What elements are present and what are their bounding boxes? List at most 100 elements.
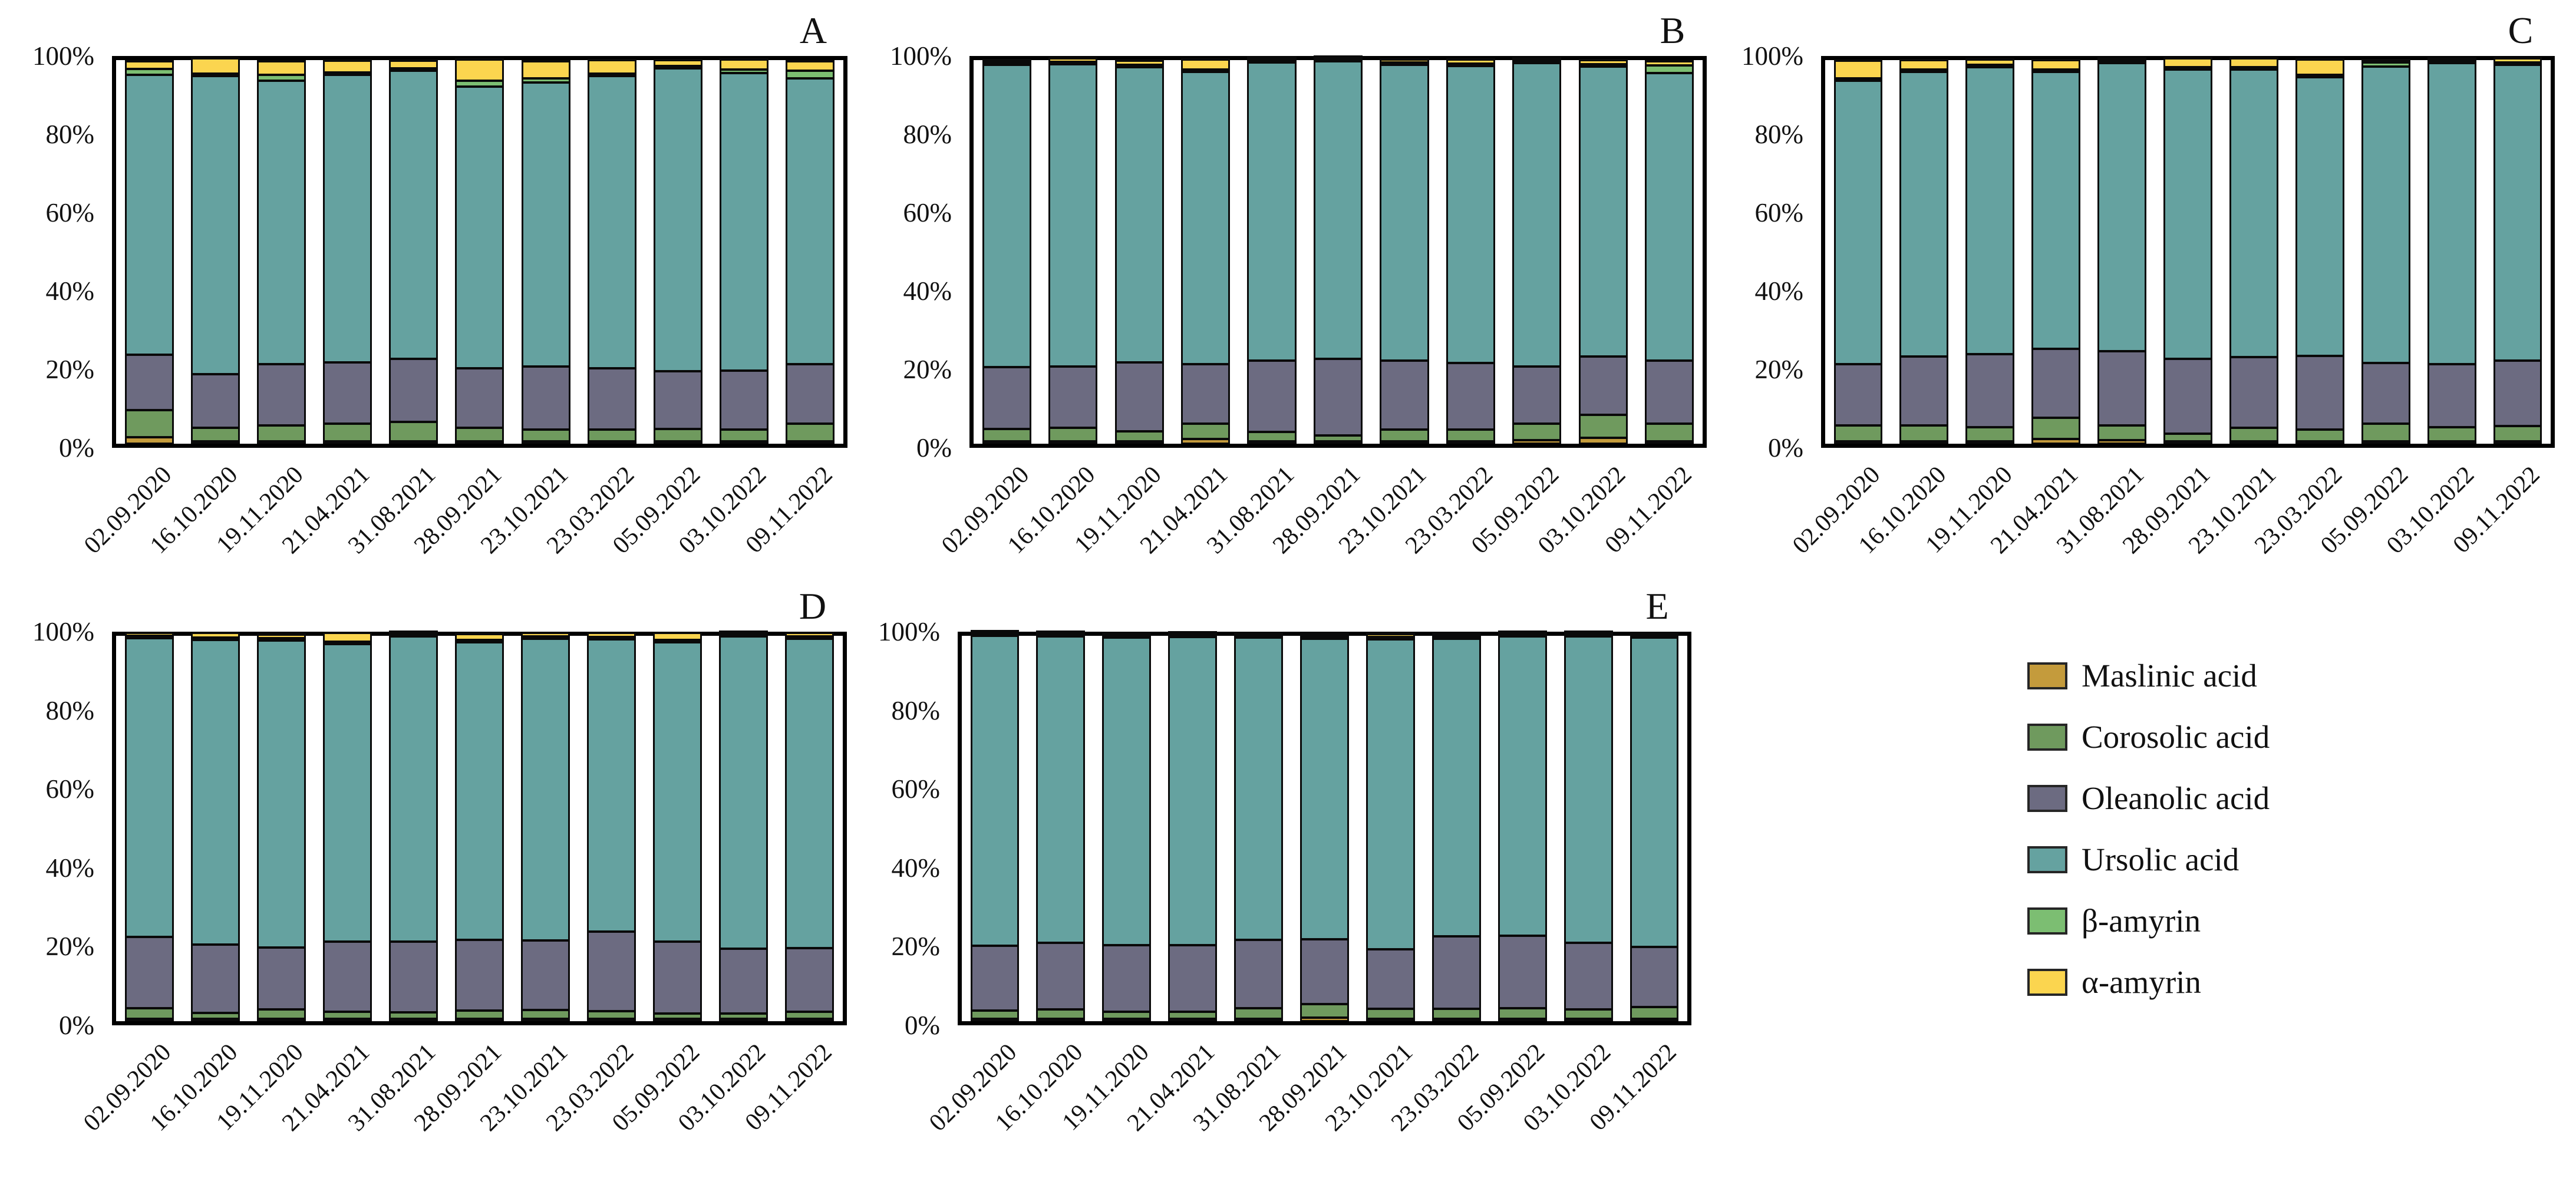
bar-segment-corosolic-acid — [719, 1012, 768, 1018]
bar-segment-corosolic-acid — [2361, 422, 2410, 440]
bar-segment-maslinic-acid — [1965, 440, 2015, 444]
x-axis-date-label: 21.04.2021 — [277, 461, 375, 559]
stacked-bar — [1313, 55, 1363, 444]
bar-segment-maslinic-acid — [1247, 440, 1297, 444]
bar-segment-beta-amyrin — [1965, 64, 2015, 67]
bar-segment-beta-amyrin — [1380, 61, 1429, 64]
bar-segment-ursolic-acid — [455, 85, 504, 368]
bar-segment-maslinic-acid — [970, 1018, 1020, 1021]
bar-segment-beta-amyrin — [190, 636, 240, 639]
bar-segment-oleanolic-acid — [1899, 355, 1949, 425]
bar-segment-ursolic-acid — [1180, 70, 1231, 364]
bar-segment-oleanolic-acid — [1234, 938, 1283, 1008]
bar-segment-beta-amyrin — [2229, 66, 2278, 69]
bar-segment-alpha-amyrin — [2031, 59, 2081, 69]
x-axis-date-label: 02.09.2020 — [924, 1038, 1023, 1137]
bar-segment-beta-amyrin — [587, 72, 636, 75]
bar-segment-maslinic-acid — [1380, 440, 1429, 444]
bar-segment-oleanolic-acid — [1965, 353, 2015, 426]
y-axis-tick-label: 0% — [905, 1011, 940, 1040]
bar-segment-corosolic-acid — [1114, 430, 1164, 440]
x-axis-date-label: 19.11.2020 — [1069, 461, 1167, 559]
bar-segment-beta-amyrin — [124, 634, 174, 637]
bar-segment-oleanolic-acid — [719, 948, 768, 1012]
bar-segment-oleanolic-acid — [1300, 938, 1349, 1004]
plot-area — [112, 631, 847, 1025]
bar-segment-corosolic-acid — [720, 428, 769, 440]
stacked-bar — [1234, 632, 1283, 1021]
x-axis-date-label: 03.10.2022 — [1532, 461, 1631, 559]
x-axis-date-label: 23.10.2021 — [475, 461, 573, 559]
bar-segment-maslinic-acid — [2493, 440, 2542, 444]
bar-segment-beta-amyrin — [785, 635, 835, 638]
bar-segment-oleanolic-acid — [1366, 948, 1415, 1008]
bar-segment-ursolic-acid — [322, 642, 372, 940]
bar-segment-alpha-amyrin — [1380, 58, 1429, 61]
bar-segment-oleanolic-acid — [1645, 359, 1694, 423]
bar-segment-ursolic-acid — [1833, 79, 1883, 364]
y-axis-tick-label: 60% — [1754, 198, 1804, 227]
bar-segment-alpha-amyrin — [1578, 59, 1628, 63]
bar-segment-beta-amyrin — [719, 633, 768, 636]
bar-segment-beta-amyrin — [2295, 73, 2344, 76]
bar-segment-ursolic-acid — [124, 73, 174, 354]
bar-segment-oleanolic-acid — [2097, 349, 2146, 425]
bar-segment-oleanolic-acid — [2295, 354, 2344, 429]
stacked-bar — [1036, 630, 1086, 1021]
bar-segment-oleanolic-acid — [587, 367, 636, 429]
bar-segment-ursolic-acid — [1432, 637, 1481, 936]
bar-segment-maslinic-acid — [720, 440, 769, 444]
bar-segment-corosolic-acid — [1366, 1008, 1415, 1018]
stacked-bar — [1102, 631, 1152, 1021]
bar-segment-alpha-amyrin — [719, 631, 768, 633]
stacked-bar — [2229, 57, 2278, 444]
bar-segment-ursolic-acid — [654, 67, 703, 370]
bar-segment-beta-amyrin — [1432, 635, 1481, 638]
y-axis-tick-label: 80% — [903, 120, 952, 149]
bar-segment-alpha-amyrin — [124, 632, 174, 635]
bar-segment-beta-amyrin — [389, 67, 438, 70]
y-axis-tick-label: 20% — [45, 932, 95, 962]
panel-letter: B — [1660, 9, 1686, 51]
bar-segment-corosolic-acid — [785, 1010, 835, 1018]
y-axis-tick-label: 0% — [59, 1011, 94, 1040]
bar-segment-oleanolic-acid — [190, 373, 240, 427]
legend-item-corosolic-acid: Corosolic acid — [2027, 718, 2270, 755]
legend-item-alpha-amyrin: α-amyrin — [2027, 963, 2201, 1001]
bar-segment-oleanolic-acid — [124, 354, 174, 410]
bar-segment-alpha-amyrin — [1247, 56, 1297, 59]
y-axis-tick-label: 80% — [891, 695, 941, 725]
bar-segment-beta-amyrin — [786, 70, 835, 78]
x-axis-date-label: 31.08.2021 — [342, 1038, 441, 1137]
bar-segment-maslinic-acid — [1168, 1018, 1218, 1021]
x-axis-date-label: 16.10.2020 — [1853, 461, 1952, 559]
y-axis-tick-label: 80% — [1754, 120, 1804, 149]
bar-segment-corosolic-acid — [455, 427, 504, 440]
bar-segment-maslinic-acid — [2097, 439, 2146, 444]
y-axis-tick-label: 0% — [1768, 433, 1803, 463]
x-axis-date-label: 23.10.2021 — [475, 1038, 573, 1137]
plot-area — [958, 629, 1691, 1025]
x-axis-date-label: 19.11.2020 — [1920, 461, 2018, 559]
bar-segment-beta-amyrin — [1300, 635, 1349, 638]
stacked-bar — [190, 631, 240, 1021]
x-axis-date-label: 23.10.2021 — [2183, 461, 2282, 559]
x-axis-date-label: 23.03.2022 — [541, 461, 640, 559]
bar-segment-maslinic-acid — [1645, 440, 1694, 444]
bar-segment-oleanolic-acid — [1432, 935, 1481, 1008]
stacked-bar — [1965, 58, 2015, 444]
stacked-bar — [1630, 631, 1679, 1021]
bar-segment-corosolic-acid — [982, 427, 1031, 440]
bar-segment-corosolic-acid — [1313, 434, 1363, 440]
bar-segment-oleanolic-acid — [1114, 361, 1164, 431]
bar-segment-alpha-amyrin — [653, 632, 702, 639]
legend-swatch-maslinic-acid — [2027, 662, 2067, 689]
bar-segment-alpha-amyrin — [2295, 58, 2344, 74]
bar-segment-maslinic-acid — [323, 440, 372, 444]
bar-segment-beta-amyrin — [323, 71, 372, 74]
y-axis-tick-label: 80% — [45, 695, 95, 725]
bar-segment-maslinic-acid — [124, 435, 174, 444]
x-axis-date-label: 02.09.2020 — [936, 461, 1034, 559]
